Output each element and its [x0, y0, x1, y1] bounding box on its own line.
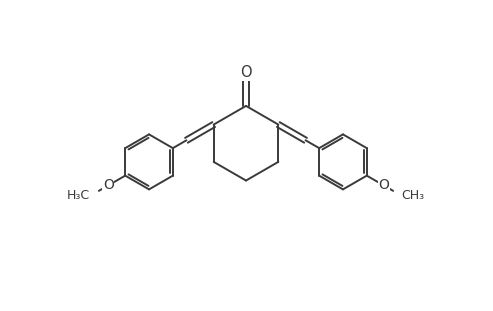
Text: O: O: [378, 179, 389, 193]
Text: O: O: [103, 179, 114, 193]
Text: CH₃: CH₃: [402, 189, 425, 202]
Text: O: O: [240, 65, 252, 80]
Text: H₃C: H₃C: [67, 189, 90, 202]
